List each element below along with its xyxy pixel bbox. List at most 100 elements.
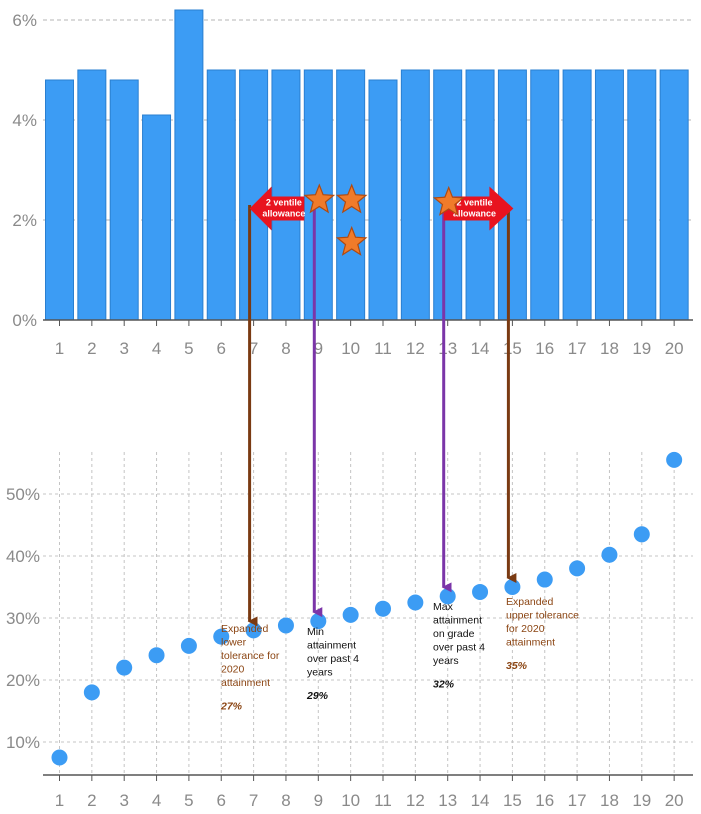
bar-x-tick-label: 3 (119, 339, 128, 358)
scatter-x-tick-label: 3 (119, 791, 128, 810)
bar-x-tick-label: 19 (632, 339, 651, 358)
annotation-text-line: over past 4 (307, 653, 359, 665)
scatter-point (116, 659, 133, 676)
bar-x-tick-label: 11 (374, 339, 392, 358)
bar (109, 79, 139, 321)
scatter-x-tick-label: 13 (438, 791, 457, 810)
annotation-value: 29% (306, 690, 329, 702)
scatter-point (213, 628, 230, 645)
annotation-text-line: 2020 (221, 664, 245, 676)
scatter-point (51, 749, 68, 766)
scatter-point (504, 579, 521, 595)
bar-x-tick-label: 17 (568, 339, 587, 358)
scatter-x-tick-label: 11 (374, 791, 392, 810)
bar-x-tick-label: 9 (314, 339, 323, 358)
scatter-x-tick-label: 18 (600, 791, 619, 810)
allowance-arrow-label: allowance (453, 209, 496, 219)
bar (400, 69, 430, 321)
scatter-y-tick-label: 30% (6, 609, 40, 628)
bar-x-tick-label: 12 (406, 339, 425, 358)
bar-x-tick-label: 1 (55, 339, 64, 358)
scatter-x-tick-label: 4 (152, 791, 161, 810)
scatter-x-tick-label: 2 (87, 791, 96, 810)
annotation-text-line: Min (307, 626, 324, 638)
star-marker (432, 185, 465, 216)
bar-x-tick-label: 10 (341, 339, 360, 358)
bar-x-tick-label: 15 (503, 339, 522, 358)
scatter-x-tick-label: 6 (217, 791, 226, 810)
annotation-text-line: attainment (221, 677, 270, 689)
bar (206, 69, 236, 321)
bar-y-tick-label: 0% (12, 311, 37, 330)
bar (174, 9, 204, 321)
scatter-y-tick-label: 10% (6, 733, 40, 752)
scatter-x-tick-label: 12 (406, 791, 425, 810)
scatter-point (536, 571, 553, 588)
annotation-text-line: attainment (307, 640, 356, 652)
bar-x-tick-label: 2 (87, 339, 96, 358)
scatter-point (277, 617, 294, 634)
bar (659, 69, 689, 321)
scatter-x-tick-label: 10 (341, 791, 360, 810)
bar-x-tick-label: 7 (249, 339, 258, 358)
bar-x-tick-label: 6 (217, 339, 226, 358)
annotation-text-line: attainment (433, 615, 482, 627)
scatter-point (666, 451, 683, 468)
annotation-value: 27% (220, 701, 243, 713)
annotation-text-line: lower (221, 637, 247, 649)
bar (77, 69, 107, 321)
bar-x-tick-label: 4 (152, 339, 161, 358)
scatter-point (180, 637, 197, 654)
annotation-text-line: Max (433, 601, 454, 613)
scatter-point (148, 647, 165, 664)
scatter-point (407, 594, 424, 611)
scatter-y-tick-label: 20% (6, 671, 40, 690)
scatter-x-tick-label: 20 (665, 791, 684, 810)
scatter-point (569, 560, 586, 577)
bar (497, 69, 527, 321)
scatter-x-tick-label: 15 (503, 791, 522, 810)
scatter-x-tick-label: 19 (632, 791, 651, 810)
bar-y-tick-label: 4% (12, 111, 37, 130)
ventile-bar-chart: 0%2%4%6%1 2 3 4 5 6 7 8 9 10 11 12 13 14 15 16 17 18 19 20 (12, 9, 693, 358)
bar-y-tick-label: 2% (12, 211, 37, 230)
bar-x-tick-label: 5 (184, 339, 193, 358)
scatter-x-tick-label: 9 (314, 791, 323, 810)
scatter-point (633, 526, 650, 543)
bar (530, 69, 560, 321)
bar-y-tick-label: 6% (12, 11, 37, 30)
annotation-text-line: for 2020 (506, 623, 545, 635)
annotation-text-line: upper tolerance (506, 610, 579, 622)
attainment-scatter-chart: 10%20%30%40%50%1 2 3 4 5 6 7 8 9 10 11 12 13 14 15 16 17… (6, 451, 693, 810)
bar (594, 69, 624, 321)
bar (239, 69, 269, 321)
bar (142, 114, 172, 321)
annotation-text-line: attainment (506, 637, 555, 649)
scatter-x-tick-label: 17 (568, 791, 587, 810)
allowance-arrow (249, 186, 305, 231)
scatter-point (342, 606, 359, 623)
annotation-text-line: Expanded (221, 623, 268, 635)
annotation-value: 32% (433, 679, 455, 691)
scatter-y-tick-label: 50% (6, 485, 40, 504)
scatter-x-tick-label: 5 (184, 791, 193, 810)
scatter-x-tick-label: 1 (55, 791, 64, 810)
annotation-text-line: on grade (433, 628, 475, 640)
scatter-x-tick-label: 16 (535, 791, 554, 810)
annotation-text-line: years (433, 655, 459, 667)
bar-x-tick-label: 8 (281, 339, 290, 358)
scatter-point (245, 622, 262, 639)
bar (45, 79, 74, 321)
bar (627, 69, 657, 321)
scatter-x-tick-label: 14 (471, 791, 490, 810)
scatter-x-tick-label: 8 (281, 791, 290, 810)
bar-x-tick-label: 20 (665, 339, 684, 358)
scatter-point (310, 613, 327, 630)
scatter-y-tick-label: 40% (6, 547, 40, 566)
annotation-value: 35% (506, 660, 528, 672)
bar (368, 79, 398, 321)
scatter-point (439, 588, 456, 605)
allowance-arrow-label: 2 ventile (266, 198, 302, 208)
